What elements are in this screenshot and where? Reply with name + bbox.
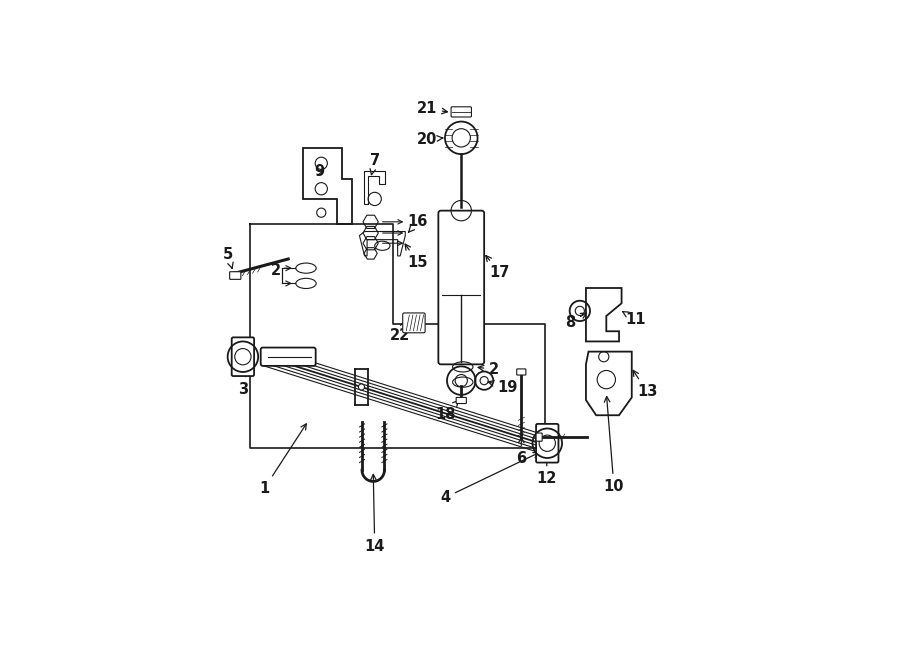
Text: 10: 10 — [604, 397, 625, 494]
Text: 7: 7 — [370, 153, 380, 175]
Text: 17: 17 — [486, 256, 510, 280]
Text: 19: 19 — [488, 380, 517, 395]
FancyBboxPatch shape — [231, 337, 254, 376]
Text: 5: 5 — [223, 247, 233, 268]
FancyBboxPatch shape — [451, 107, 472, 117]
Text: 12: 12 — [536, 442, 556, 486]
Text: 13: 13 — [633, 370, 657, 399]
Text: 14: 14 — [364, 475, 385, 553]
FancyBboxPatch shape — [438, 211, 484, 364]
Text: 11: 11 — [623, 311, 646, 327]
FancyBboxPatch shape — [261, 348, 316, 366]
Text: 9: 9 — [315, 165, 325, 179]
Text: 6: 6 — [517, 437, 526, 466]
FancyBboxPatch shape — [456, 397, 466, 403]
FancyBboxPatch shape — [517, 369, 526, 375]
FancyBboxPatch shape — [402, 313, 425, 332]
Text: 18: 18 — [436, 401, 458, 422]
Text: 20: 20 — [417, 132, 443, 147]
Text: 2: 2 — [478, 362, 500, 377]
FancyBboxPatch shape — [230, 272, 241, 280]
Text: 15: 15 — [405, 244, 428, 270]
FancyBboxPatch shape — [536, 424, 559, 463]
Text: 8: 8 — [565, 313, 587, 330]
Text: 22: 22 — [390, 321, 410, 343]
Text: 4: 4 — [440, 453, 539, 505]
FancyBboxPatch shape — [536, 433, 542, 441]
Text: 1: 1 — [259, 424, 306, 496]
Text: 3: 3 — [238, 366, 248, 397]
Circle shape — [358, 384, 365, 390]
Text: 16: 16 — [408, 214, 428, 232]
Text: 21: 21 — [417, 101, 447, 116]
Text: 2: 2 — [271, 263, 281, 278]
